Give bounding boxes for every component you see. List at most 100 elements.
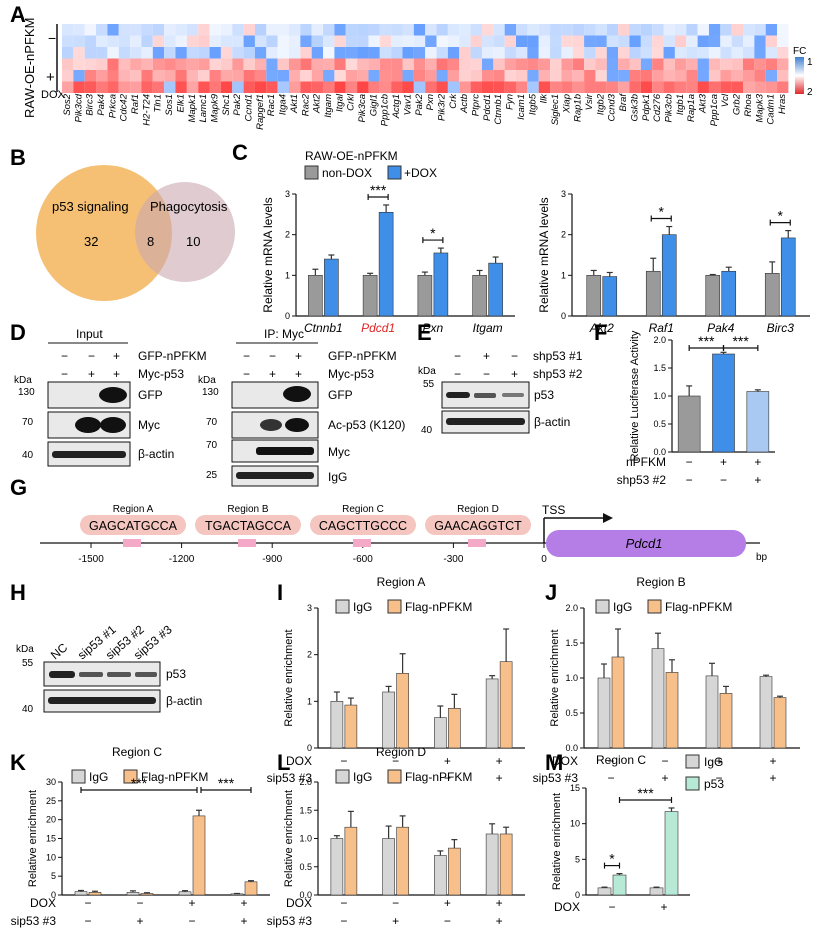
heatmap-cell <box>402 47 414 59</box>
y-tick-label: 0.0 <box>653 447 666 457</box>
heatmap-cell <box>266 58 278 70</box>
region-marker <box>123 539 141 547</box>
heatmap-cell <box>618 70 630 82</box>
heatmap-cell <box>765 47 778 59</box>
heatmap-cell <box>686 47 698 59</box>
heatmap-gene-label: Rap1b <box>573 94 584 122</box>
heatmap-cell <box>232 70 244 82</box>
y-tick-label: 1.0 <box>299 834 312 844</box>
condition-mark: + <box>444 896 451 910</box>
heatmap-cell <box>686 24 698 36</box>
heatmap-cell <box>697 24 709 36</box>
region-marker <box>468 539 486 547</box>
heatmap-cell <box>572 35 585 47</box>
heatmap-cell <box>152 35 165 47</box>
blot-d-ip-myc-band <box>256 447 314 455</box>
bar <box>597 887 612 896</box>
bar <box>433 252 449 317</box>
heatmap-cell <box>618 35 630 47</box>
chart-title: Region D <box>376 745 426 759</box>
heatmap-cell <box>289 35 301 47</box>
panel-label-d: D <box>10 320 26 345</box>
region-sequence: TGACTAGCCA <box>205 519 292 533</box>
panel-label-b: B <box>10 145 26 170</box>
blot-d-input-myc-label: Myc <box>138 418 160 432</box>
heatmap-cell <box>391 70 403 82</box>
heatmap-row-group-minus: − <box>48 30 56 46</box>
heatmap-cell <box>277 47 289 59</box>
panel-label-k: K <box>10 750 26 775</box>
heatmap-cell <box>334 47 346 59</box>
heatmap-gene-label: Pik3ca <box>357 94 368 123</box>
blot-d-input-r1-l3: + <box>113 349 120 363</box>
y-axis-label: Relative enrichment <box>27 790 39 887</box>
panel-label-j: J <box>545 580 557 605</box>
heatmap-cell <box>516 47 528 59</box>
heatmap-cell <box>243 70 255 82</box>
heatmap-cell <box>527 24 539 36</box>
condition-mark: − <box>444 771 451 785</box>
heatmap-cell <box>323 35 335 47</box>
heatmap-gene-label: Sos1 <box>164 94 175 116</box>
y-axis-label: Relative enrichment <box>551 793 563 890</box>
legend-swatch-igg <box>335 599 350 614</box>
heatmap-gene-label: Shc1 <box>221 94 232 116</box>
heatmap-gene-label: Pak4 <box>96 94 107 116</box>
heatmap-cell <box>754 58 766 70</box>
blot-h-actin-label: β-actin <box>166 694 202 708</box>
heatmap-cell <box>527 47 539 59</box>
heatmap-gene-label: Elk1 <box>175 94 186 112</box>
y-tick-label: 0 <box>307 743 312 753</box>
heatmap-gene-label: Crk <box>448 93 459 109</box>
legend-label-igg: IgG <box>704 755 723 769</box>
heatmap-cell <box>425 58 437 70</box>
bar <box>417 275 433 317</box>
heatmap-cell <box>708 81 721 93</box>
heatmap-cell <box>674 35 687 47</box>
heatmap-gene-label: H2-T24 <box>141 94 152 126</box>
blot-h-p53-band-2 <box>79 672 103 677</box>
legend-swatch-igg <box>335 769 350 784</box>
bar <box>396 673 409 749</box>
blot-d-input-m70: 70 <box>22 417 34 428</box>
condition-mark: + <box>496 914 503 928</box>
significance-stars: * <box>609 851 615 867</box>
blot-d-input-r1-l2: − <box>88 349 95 363</box>
heatmap-cell <box>62 81 74 93</box>
condition-mark: + <box>240 896 247 910</box>
heatmap-cell <box>300 35 312 47</box>
bar <box>488 262 503 317</box>
heatmap-cell <box>436 81 448 93</box>
chart-title: Region B <box>636 575 685 589</box>
region-name: Region A <box>113 504 154 515</box>
heatmap-cell <box>84 58 97 70</box>
heatmap-cell <box>447 47 460 59</box>
region-sequence: CAGCTTGCCC <box>319 519 407 533</box>
significance-stars: *** <box>370 182 387 198</box>
heatmap-gene-label: Gsk3b <box>629 94 640 121</box>
heatmap-cell <box>663 81 675 93</box>
bar <box>472 275 487 317</box>
bar <box>485 678 499 749</box>
condition-mark: + <box>715 754 722 768</box>
condition-mark: + <box>240 914 247 928</box>
heatmap-cell <box>141 70 153 82</box>
heatmap-cell <box>118 24 131 36</box>
heatmap-cell <box>674 58 687 70</box>
heatmap-cell <box>402 58 414 70</box>
heatmap-cell <box>209 58 221 70</box>
heatmap-cell <box>391 58 403 70</box>
heatmap-cell <box>254 47 267 59</box>
promoter-unit-label: bp <box>756 552 768 563</box>
y-tick-label: 20 <box>46 815 56 825</box>
heatmap-cell <box>175 70 187 82</box>
condition-row-label: DOX <box>286 896 312 910</box>
y-tick-label: 15 <box>570 783 580 793</box>
legend-label-igg: IgG <box>353 600 372 614</box>
heatmap-cell <box>62 58 74 70</box>
chart-c-title: RAW-OE-nPFKM <box>305 149 398 163</box>
heatmap-cell <box>300 58 312 70</box>
condition-mark: − <box>392 896 399 910</box>
heatmap-gene-label: Ccnd3 <box>607 93 618 121</box>
condition-mark: + <box>769 754 776 768</box>
